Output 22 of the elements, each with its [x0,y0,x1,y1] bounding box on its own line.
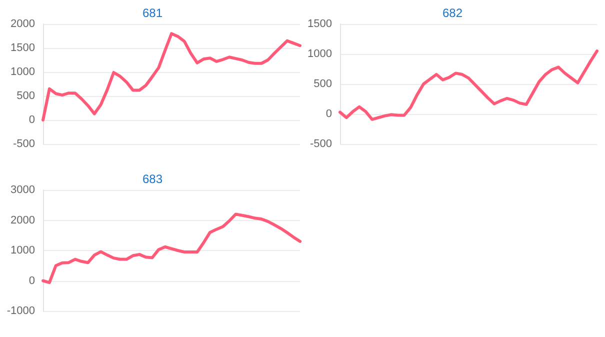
y-tick-label: -1000 [6,305,35,317]
chart-title: 681 [142,6,163,20]
y-tick-label: 2000 [10,18,35,30]
line-series [42,212,302,284]
y-tick-label: 1000 [10,66,35,78]
line-series [338,50,598,121]
y-tick-label: 2000 [10,214,35,226]
y-tick-label: 1000 [308,48,332,60]
y-tick-label: 1500 [308,18,332,30]
y-tick-label: 1500 [10,42,35,54]
y-tick-label: 0 [28,274,35,287]
y-tick-label: 0 [28,114,35,126]
y-tick-label: 500 [314,78,332,90]
chart-title: 682 [442,6,463,20]
y-tick-label: 500 [16,90,35,102]
line-series [42,32,302,122]
y-tick-label: 1000 [10,244,35,256]
y-tick-label: 3000 [10,184,35,196]
y-tick-label: -500 [310,138,332,150]
chart-title: 683 [142,172,163,186]
y-tick-label: 0 [326,108,332,120]
y-tick-label: -500 [12,138,35,150]
